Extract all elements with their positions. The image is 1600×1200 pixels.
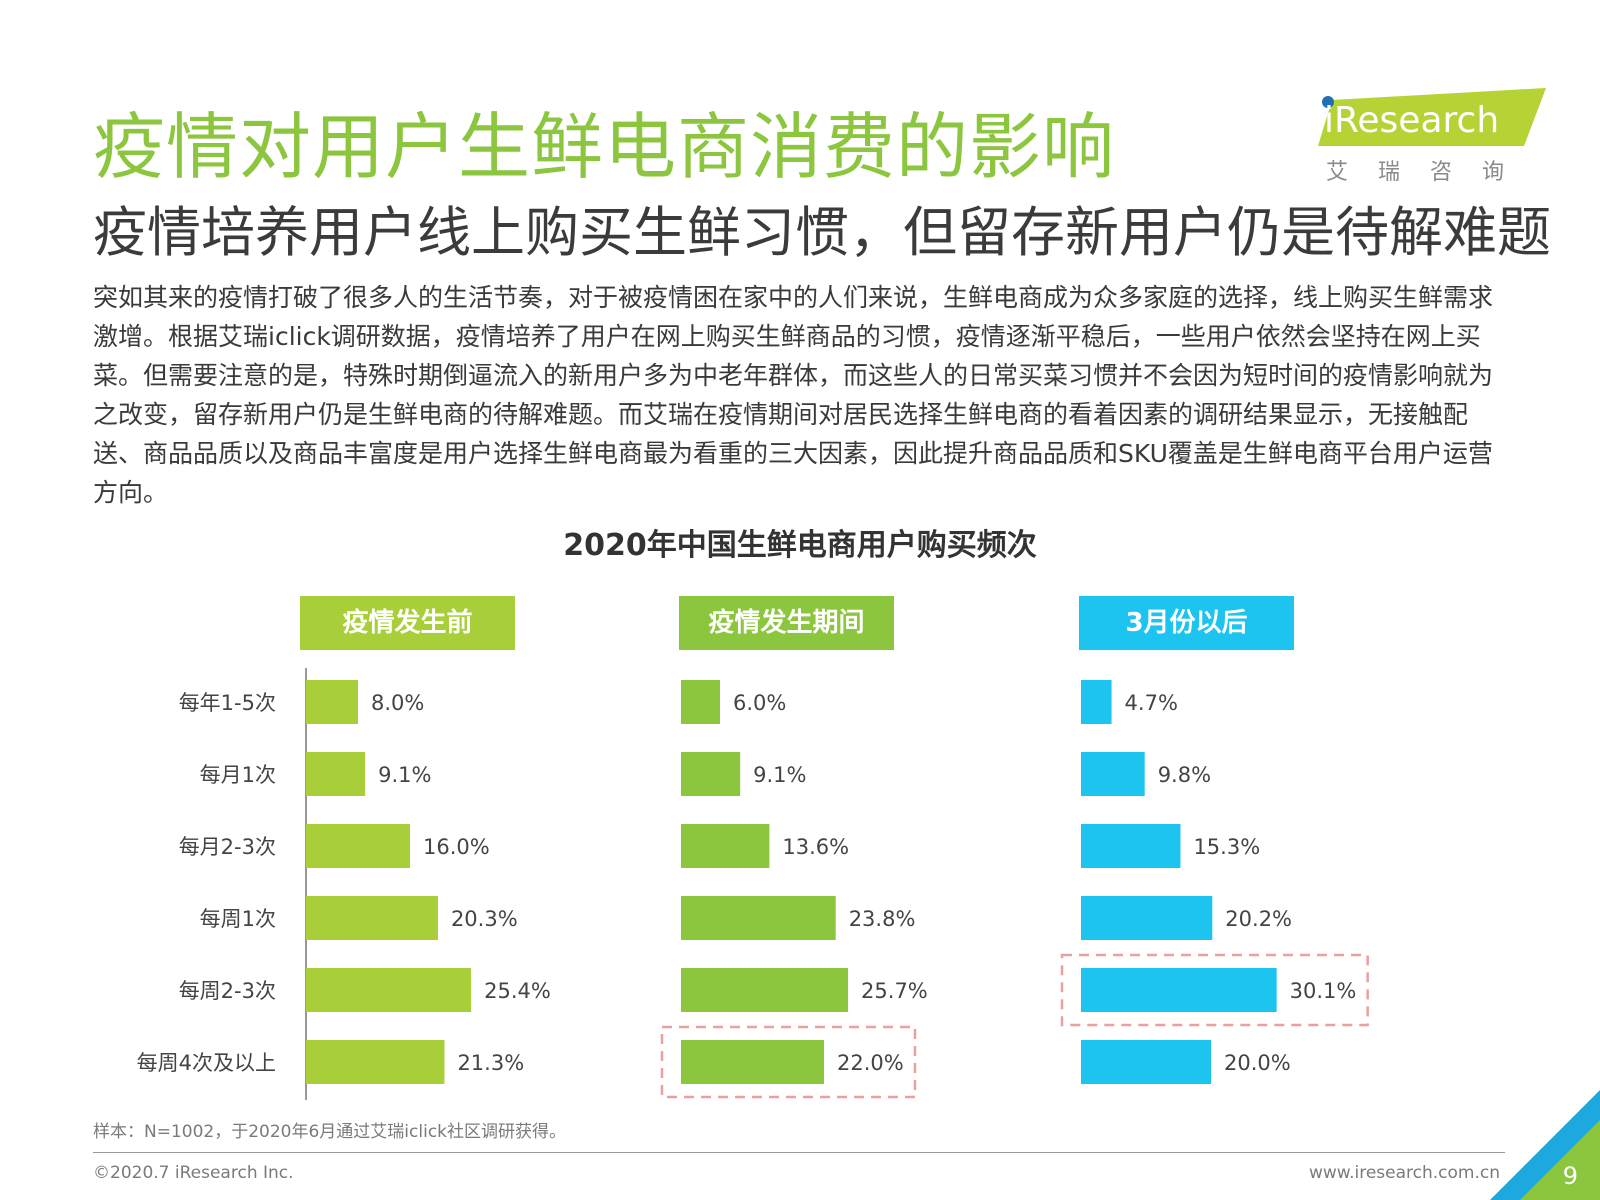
- panel-header-before: 疫情发生前: [300, 596, 515, 650]
- bar: [1081, 680, 1112, 724]
- bar-value-label: 16.0%: [423, 835, 490, 859]
- corner-decoration: [1490, 1090, 1600, 1200]
- bar: [1081, 824, 1181, 868]
- bar-value-label: 20.3%: [451, 907, 518, 931]
- bar-value-label: 20.0%: [1224, 1051, 1291, 1075]
- copyright: ©2020.7 iResearch Inc.: [93, 1163, 294, 1183]
- bar-value-label: 22.0%: [837, 1051, 904, 1075]
- category-label: 每周2-3次: [179, 979, 276, 1003]
- category-label: 每年1-5次: [179, 691, 276, 715]
- category-label: 每周1次: [200, 907, 276, 931]
- bar: [306, 824, 410, 868]
- bar-value-label: 8.0%: [371, 691, 424, 715]
- highlight-box: [1060, 953, 1369, 1027]
- page-subtitle: 疫情培养用户线上购买生鲜习惯，但留存新用户仍是待解难题: [93, 201, 1551, 264]
- panel-header-after-march: 3月份以后: [1079, 596, 1294, 650]
- bar: [1081, 968, 1277, 1012]
- bar: [1081, 752, 1145, 796]
- bar-value-label: 9.1%: [753, 763, 806, 787]
- bar: [1081, 896, 1213, 940]
- bar-value-label: 25.7%: [861, 979, 928, 1003]
- iresearch-logo: iResearch 艾瑞咨询: [1318, 88, 1558, 188]
- logo-cn-text: 艾瑞咨询: [1326, 160, 1535, 185]
- bar-value-label: 13.6%: [782, 835, 849, 859]
- panel-header-during: 疫情发生期间: [679, 596, 894, 650]
- bar: [681, 680, 720, 724]
- bar: [681, 968, 849, 1012]
- website-url: www.iresearch.com.cn: [1308, 1163, 1500, 1183]
- bar-value-label: 6.0%: [733, 691, 786, 715]
- bar: [306, 1040, 445, 1084]
- bar: [681, 1040, 824, 1084]
- body-paragraph: 突如其来的疫情打破了很多人的生活节奏，对于被疫情困在家中的人们来说，生鲜电商成为…: [93, 283, 1494, 507]
- bar: [306, 968, 472, 1012]
- page-title: 疫情对用户生鲜电商消费的影响: [93, 105, 1116, 189]
- bar: [306, 896, 438, 940]
- bar-value-label: 15.3%: [1193, 835, 1260, 859]
- bar: [681, 896, 836, 940]
- footer-divider: [93, 1152, 1505, 1153]
- bar-value-label: 21.3%: [457, 1051, 524, 1075]
- category-label: 每月2-3次: [179, 835, 276, 859]
- logo-brand-text: iResearch: [1324, 100, 1499, 141]
- sample-note: 样本：N=1002，于2020年6月通过艾瑞iclick社区调研获得。: [93, 1122, 567, 1142]
- bar: [681, 752, 741, 796]
- category-label: 每周4次及以上: [137, 1051, 276, 1075]
- bar-value-label: 23.8%: [849, 907, 916, 931]
- highlight-box: [660, 1025, 917, 1099]
- bar: [306, 752, 366, 796]
- bar-value-label: 25.4%: [484, 979, 551, 1003]
- bar: [1081, 1040, 1211, 1084]
- bar: [681, 824, 770, 868]
- bar-value-label: 4.7%: [1125, 691, 1178, 715]
- logo-banner: iResearch: [1318, 88, 1546, 146]
- chart-title: 2020年中国生鲜电商用户购买频次: [563, 528, 1037, 563]
- page-number: 9: [1562, 1162, 1578, 1190]
- bar: [306, 680, 358, 724]
- category-label: 每月1次: [200, 763, 276, 787]
- bar-value-label: 9.8%: [1158, 763, 1211, 787]
- bar-value-label: 9.1%: [378, 763, 431, 787]
- bar-value-label: 20.2%: [1225, 907, 1292, 931]
- bar-value-label: 30.1%: [1290, 979, 1357, 1003]
